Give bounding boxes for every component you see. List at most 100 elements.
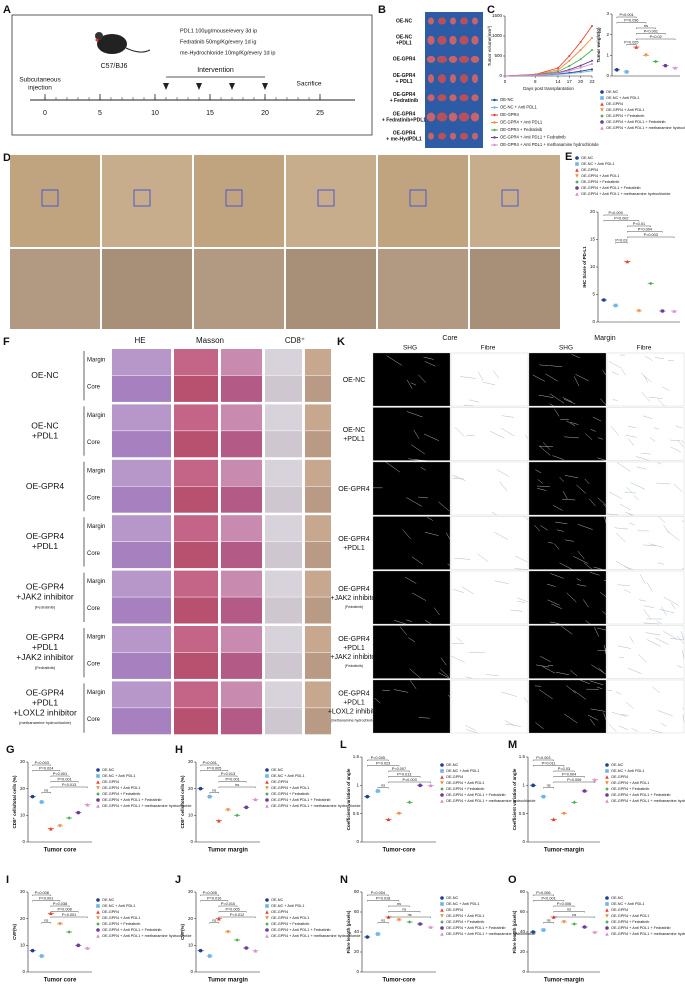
legend-label: OE-NC [611,896,623,900]
y-tick-label: 1 [522,783,525,788]
legend-marker [265,792,269,796]
fibre [566,592,577,603]
p-value: P=0.005 [371,756,385,760]
histology-image [221,375,262,402]
fibre [570,670,578,677]
fibre [612,712,627,717]
fibre [636,456,650,461]
histology-image [112,708,171,735]
legend-marker [440,793,444,797]
fibre [583,562,593,570]
data-point [653,59,658,64]
p-bracket [377,922,389,924]
histology-image [265,431,302,458]
legend-marker [605,932,609,936]
panel-letter: C [487,4,495,16]
fibre [597,627,607,631]
p-bracket [543,922,554,924]
histology-image [265,681,302,708]
data-point [376,789,380,793]
legend-label: OE-NC [500,97,514,102]
data-point [541,794,546,799]
legend-marker [600,126,604,130]
fibre [597,457,606,461]
fibre [486,674,499,676]
series-point [579,66,582,69]
sublabel: Margin [87,524,105,530]
tumor-row-label: + me-HydPDL1 [386,137,422,143]
data-point [672,309,676,313]
fibre [583,599,589,608]
p-value: P=0.013 [397,773,411,777]
row-label: OE-GPR4 [338,486,370,493]
legend-label: OE-GPR4 + Anti PDL1 + Fedratinib [271,928,331,932]
legend-marker [493,121,496,124]
series-point [556,67,559,69]
p-value: P=0.008 [35,891,49,895]
fibre [424,361,436,367]
p-value: P<0.001 [619,13,633,17]
tumor-row-label: OE-NC [396,18,413,24]
tumor [470,55,480,63]
ihc-zoom [470,249,560,329]
p-value: P=0.001 [225,778,239,782]
tumor [471,94,479,102]
p-value: ns [572,913,576,917]
legend-label: OE-NC + Anti PDL1 [102,774,135,778]
legend-label: OE-NC [581,156,593,160]
fibre [454,558,471,560]
p-bracket [615,242,628,244]
fibre [670,602,676,610]
fibre [465,725,476,731]
data-point [49,911,53,916]
histology-image [221,652,262,679]
legend-marker [96,922,100,926]
y-tick-label: 500 [494,53,502,58]
legend-marker [605,908,609,912]
fibre [640,372,652,383]
fibre [456,637,463,643]
p-bracket [627,225,651,227]
collagen-image [606,570,685,625]
tumor [436,55,448,63]
fibre [494,580,509,584]
fibre [580,679,591,685]
data-point [58,922,62,926]
fibre [618,657,625,659]
p-bracket [532,765,565,767]
tumor [428,17,434,25]
y-tick-label: 2 [606,32,609,37]
histology-image [112,652,171,679]
tumor [437,94,447,102]
fibre [614,527,629,530]
fibre [611,371,619,375]
fibre [423,356,434,360]
legend-marker [265,910,269,914]
histology-image [221,570,262,597]
fibre [660,723,667,727]
histology-image [305,459,331,486]
y-tick-label: 10 [188,943,194,948]
legend-marker [265,804,269,808]
fibre [657,398,665,407]
fibre [603,712,607,720]
legend-label: OE-GPR4 + Anti PDL1 + Fedratinib [606,120,666,124]
fibre [676,635,685,644]
legend-marker [440,896,444,900]
p-value: P=0.002 [614,217,628,221]
tumor [460,74,468,84]
data-point [531,783,535,788]
fibre [604,516,607,524]
fibre [537,479,544,484]
p-value: P=0.008 [57,908,71,912]
data-point [572,922,577,926]
dose-arrow [262,83,268,90]
fibre [652,686,660,694]
legend-label: OE-GPR4 + Fedratinib [606,114,644,118]
y-tick-label: 1 [606,53,609,58]
p-bracket [209,792,220,794]
fibre [564,475,579,479]
p-bracket [616,16,637,18]
data-point [644,53,648,58]
collagen-image [528,352,607,407]
